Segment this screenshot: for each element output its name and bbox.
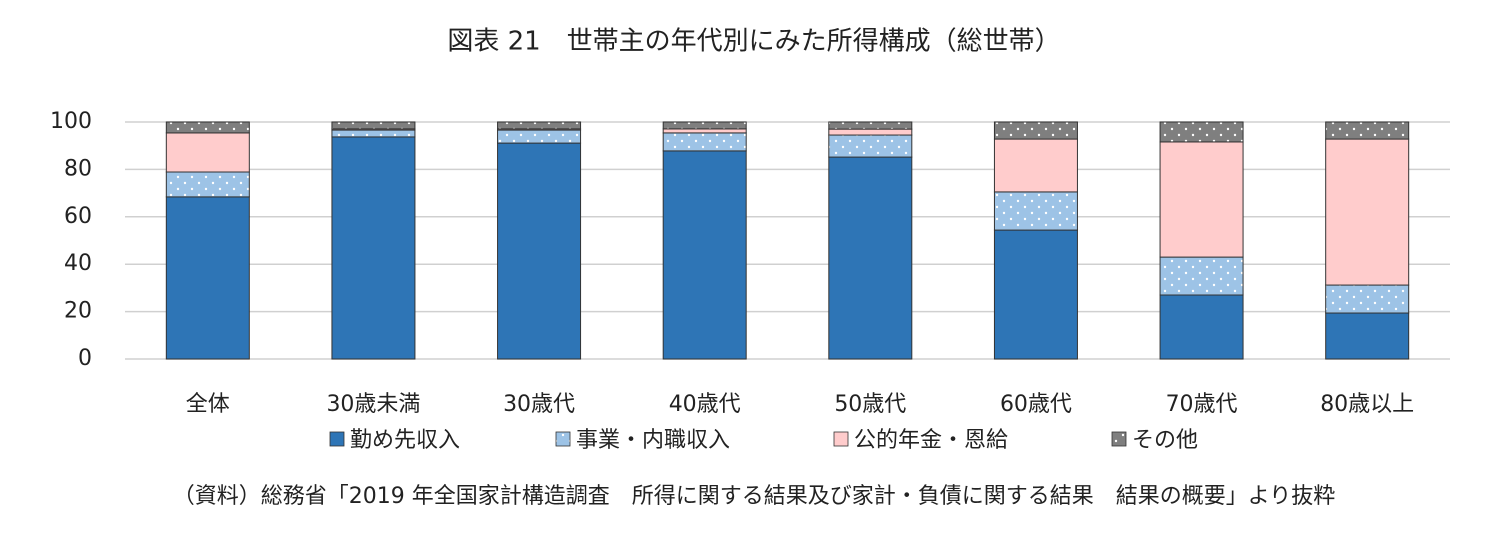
legend-swatch: [833, 431, 849, 447]
legend-label: 事業・内職収入: [576, 428, 730, 453]
bar-segment: [497, 121, 582, 130]
bar-segment: [828, 134, 913, 158]
bar-segment: [662, 132, 747, 152]
bar-segment: [497, 142, 582, 360]
bar-segment: [1159, 141, 1244, 258]
x-tick-label: 40歳代: [669, 392, 741, 417]
y-tick-label: 60: [64, 204, 92, 229]
y-tick-label: 80: [64, 156, 92, 181]
x-tick-label: 全体: [186, 392, 230, 417]
x-tick-label: 30歳未満: [326, 392, 420, 417]
x-tick-label: 30歳代: [503, 392, 575, 417]
bar-segment: [165, 196, 250, 360]
x-tick-label: 80歳以上: [1320, 392, 1414, 417]
y-tick-label: 40: [64, 251, 92, 276]
bar-segment: [662, 121, 747, 130]
legend-swatch: [1111, 431, 1127, 447]
x-tick-label: 50歳代: [834, 392, 906, 417]
bar-segment: [1159, 121, 1244, 143]
bar-segment: [165, 171, 250, 198]
bar-segment: [1159, 256, 1244, 296]
legend-label: その他: [1132, 428, 1198, 453]
bar-segment: [1159, 294, 1244, 360]
bar-segment: [331, 129, 416, 138]
bar-segment: [1325, 312, 1410, 360]
bar-segment: [1325, 284, 1410, 314]
bar-segment: [165, 121, 250, 134]
y-tick-label: 0: [78, 346, 92, 371]
y-tick-label: 20: [64, 299, 92, 324]
bar-segment: [993, 229, 1078, 360]
bar-segment: [828, 121, 913, 130]
bar-segment: [993, 121, 1078, 140]
bar-segment: [993, 191, 1078, 231]
legend-label: 公的年金・恩給: [854, 428, 1008, 453]
bar-segment: [828, 128, 913, 136]
x-tick-label: 60歳代: [1000, 392, 1072, 417]
bar-segment: [1325, 138, 1410, 286]
y-tick-label: 100: [50, 109, 92, 134]
bar-segment: [662, 150, 747, 360]
bar-segment: [331, 121, 416, 130]
bar-segment: [993, 138, 1078, 193]
bar-segment: [662, 128, 747, 134]
bar-segment: [828, 156, 913, 360]
bar-segment: [497, 129, 582, 144]
bar-segment: [331, 136, 416, 360]
legend-swatch: [329, 431, 345, 447]
bar-segment: [165, 132, 250, 173]
source-note: （資料）総務省「2019 年全国家計構造調査 所得に関する結果及び家計・負債に関…: [173, 484, 1336, 509]
x-tick-label: 70歳代: [1166, 392, 1238, 417]
chart-title: 図表 21 世帯主の年代別にみた所得構成（総世帯）: [447, 27, 1060, 57]
bar-segment: [1325, 121, 1410, 140]
legend-swatch: [555, 431, 571, 447]
legend-label: 勤め先収入: [350, 428, 460, 453]
